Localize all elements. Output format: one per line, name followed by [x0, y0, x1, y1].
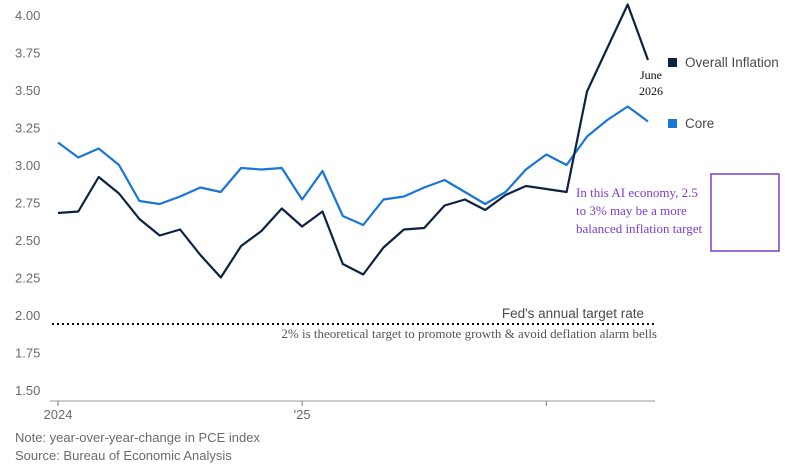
y-tick-label: 3.50	[15, 83, 40, 98]
line-chart: 4.00 3.75 3.50 3.25 3.00 2.75 2.50 2.25 2.00 1.75…	[15, 3, 780, 422]
chart-source: Source: Bureau of Economic Analysis	[15, 448, 232, 463]
callout-text: balanced inflation target	[576, 221, 702, 236]
chart-note: Note: year-over-year-change in PCE index	[15, 430, 260, 445]
end-date-annotation: 2026	[639, 84, 663, 98]
callout-box	[710, 173, 780, 252]
x-tick-label: '25	[294, 407, 311, 422]
y-tick-label: 2.00	[15, 308, 40, 323]
y-tick-label: 2.75	[15, 196, 40, 211]
legend-swatch	[668, 58, 677, 67]
legend-label: Overall Inflation	[685, 55, 779, 70]
y-tick-label: 1.75	[15, 346, 40, 361]
y-tick-label: 2.25	[15, 271, 40, 286]
callout-text: to 3% may be a more	[576, 203, 687, 218]
y-tick-label: 2.50	[15, 233, 40, 248]
y-tick-label: 3.25	[15, 121, 40, 136]
series-line	[57, 3, 650, 279]
target-rate-label: Fed's annual target rate	[502, 306, 644, 321]
legend-label: Core	[685, 116, 714, 131]
end-date-annotation: June	[640, 68, 662, 82]
callout-text: In this AI economy, 2.5	[576, 185, 698, 200]
y-tick-label: 4.00	[15, 8, 40, 23]
series-line	[57, 105, 649, 227]
target-rate-sublabel: 2% is theoretical target to promote grow…	[281, 326, 657, 341]
legend-swatch	[668, 119, 677, 128]
x-tick-label: 2024	[44, 407, 73, 422]
y-tick-label: 3.00	[15, 158, 40, 173]
y-tick-label: 3.75	[15, 46, 40, 61]
y-tick-label: 1.50	[15, 383, 40, 398]
